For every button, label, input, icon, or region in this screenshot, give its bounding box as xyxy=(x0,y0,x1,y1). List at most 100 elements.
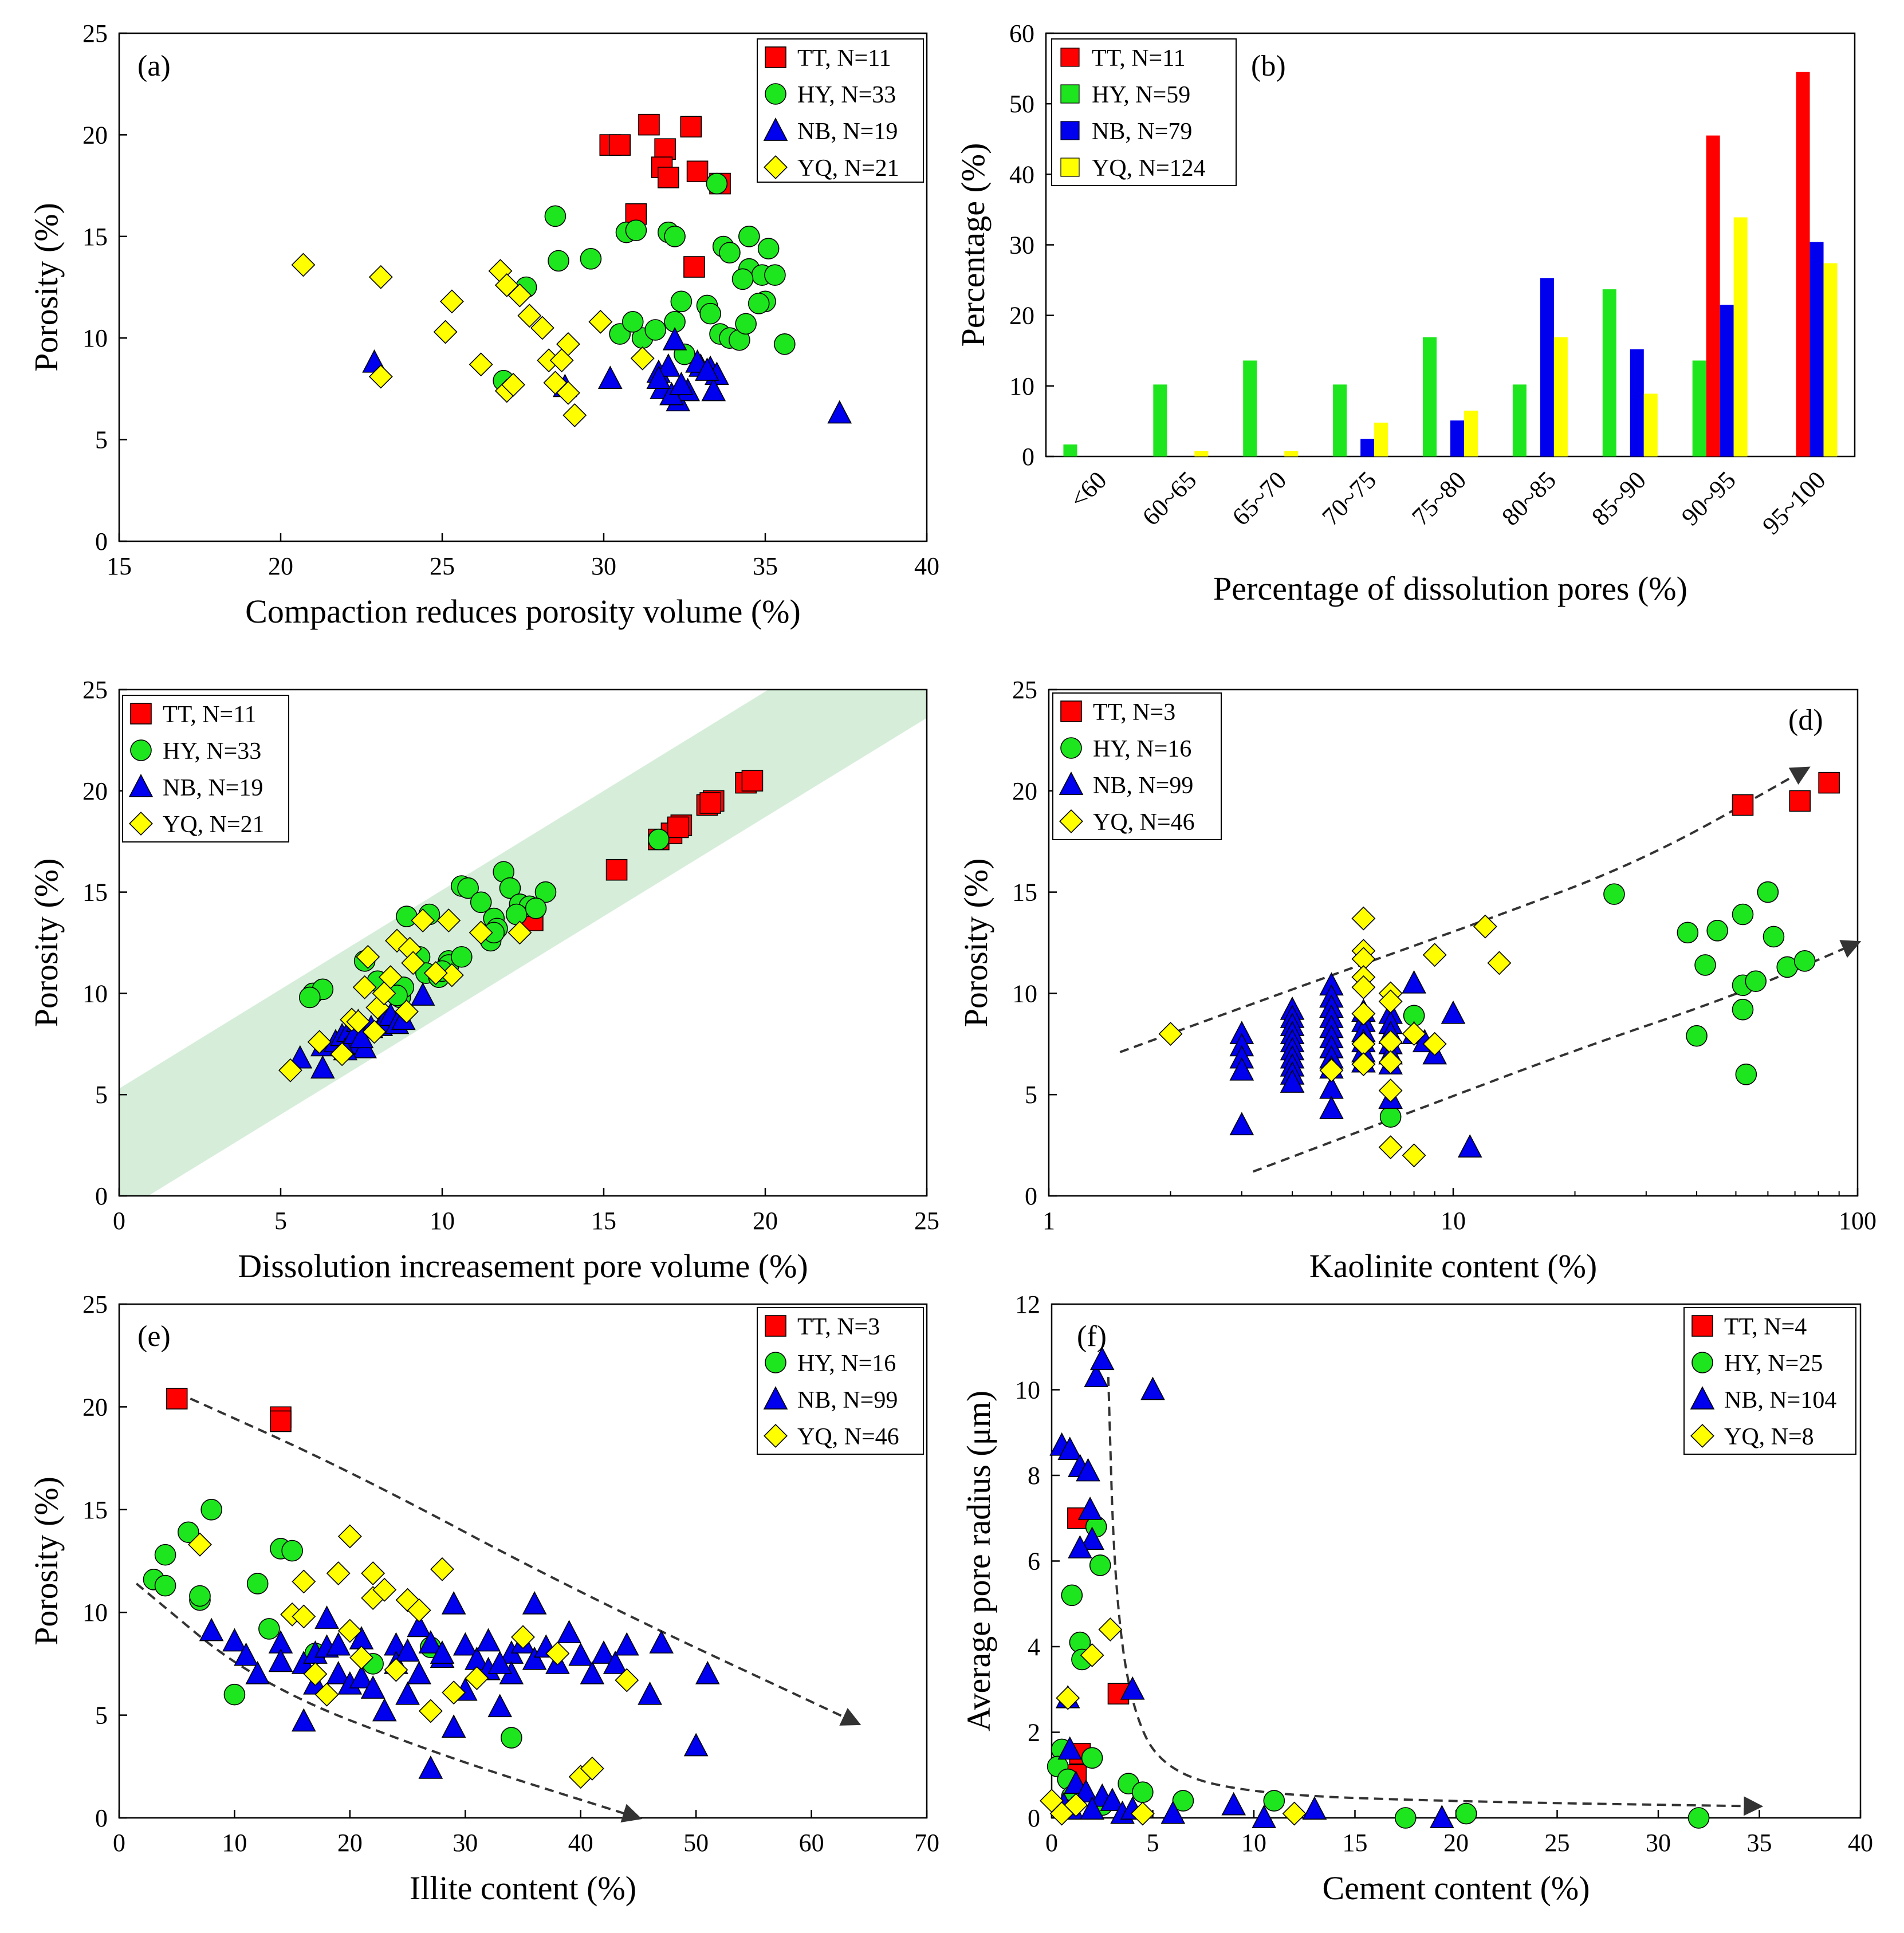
legend-label: HY, N=33 xyxy=(163,738,261,765)
data-point xyxy=(568,1642,593,1666)
bar xyxy=(1243,360,1257,456)
series-diamond xyxy=(1158,906,1512,1168)
plot-frame xyxy=(118,1303,928,1819)
chart-panel-a: 0 5 10 15 20 25 15 20 25 30 35 40 Compaction reduces… xyxy=(27,19,939,630)
x-tick-label: 0 xyxy=(113,1829,125,1857)
data-point xyxy=(441,1591,466,1615)
data-point xyxy=(1172,1790,1194,1812)
legend: TT, N=11 HY, N=59 NB, N=79 YQ, N=124 xyxy=(1051,38,1237,186)
y-axis-label: Percentage (%) xyxy=(954,143,992,347)
plot-frame xyxy=(118,688,928,1197)
data-point xyxy=(395,999,419,1024)
data-point xyxy=(1080,1643,1104,1667)
x-category-label: 60~65 xyxy=(1137,466,1202,531)
legend-label: YQ, N=8 xyxy=(1724,1424,1814,1450)
x-tick-label: 20 xyxy=(337,1829,363,1857)
data-point xyxy=(349,1645,373,1670)
y-tick-label: 15 xyxy=(82,879,108,907)
data-point xyxy=(396,906,418,927)
y-tick-label: 20 xyxy=(82,121,108,149)
y-tick-label: 20 xyxy=(1009,302,1034,330)
legend-swatch xyxy=(1060,121,1080,140)
legend-label: NB, N=19 xyxy=(797,119,898,145)
y-tick-label: 10 xyxy=(82,324,108,352)
y-tick-label: 20 xyxy=(82,1393,108,1421)
data-point xyxy=(706,172,728,195)
data-point xyxy=(609,134,631,156)
legend-label: HY, N=33 xyxy=(797,82,896,108)
series-square xyxy=(166,1388,292,1432)
data-point xyxy=(291,1708,316,1732)
data-point xyxy=(764,264,786,286)
y-tick-label: 10 xyxy=(1012,979,1037,1007)
data-point xyxy=(166,1388,188,1410)
data-point xyxy=(1221,1792,1246,1816)
series-triangle xyxy=(362,326,852,424)
data-point xyxy=(395,1638,420,1662)
series-square xyxy=(599,113,731,278)
data-point xyxy=(1049,1801,1074,1826)
data-point xyxy=(662,326,687,351)
data-point xyxy=(683,1733,709,1757)
x-tick-label: 25 xyxy=(914,1207,939,1235)
data-point xyxy=(352,975,377,999)
chart-panel-b: 0 10 20 30 40 50 60 Percentage of dissolution p… xyxy=(954,19,1856,607)
x-tick-label: 60 xyxy=(799,1829,824,1857)
data-point xyxy=(1422,943,1447,967)
trend-arrow xyxy=(135,1582,642,1823)
data-point xyxy=(1073,1779,1099,1803)
y-tick-label: 5 xyxy=(95,1702,108,1730)
y-tick-label: 12 xyxy=(1015,1290,1040,1318)
series-diamond xyxy=(1040,1617,1307,1826)
data-point xyxy=(1080,1526,1104,1550)
bar xyxy=(1809,242,1824,456)
data-point xyxy=(1161,1800,1186,1824)
data-point xyxy=(457,877,479,899)
data-point xyxy=(278,1058,302,1082)
data-point xyxy=(530,316,554,340)
series-circle xyxy=(1047,1515,1710,1829)
y-tick-label: 40 xyxy=(1009,160,1034,188)
x-tick-label: 25 xyxy=(1545,1829,1570,1857)
legend-label: HY, N=16 xyxy=(797,1351,896,1377)
x-tick-label: 10 xyxy=(1241,1829,1266,1857)
data-point xyxy=(361,1561,385,1585)
data-point xyxy=(1763,926,1785,948)
legend-label: TT, N=11 xyxy=(163,702,257,728)
data-point xyxy=(501,1727,522,1749)
x-tick-label: 15 xyxy=(107,552,132,580)
data-point xyxy=(487,1694,513,1718)
series-triangle xyxy=(1049,1347,1454,1828)
y-tick-label: 10 xyxy=(82,1599,108,1627)
data-point xyxy=(1061,1584,1083,1607)
y-axis-label: Porosity (%) xyxy=(957,859,994,1027)
data-point xyxy=(476,1628,501,1652)
data-point xyxy=(298,986,321,1009)
x-axis-label: Compaction reduces porosity volume (%) xyxy=(245,593,801,630)
data-point xyxy=(418,1699,443,1723)
data-point xyxy=(1098,1617,1123,1642)
y-tick-label: 60 xyxy=(1009,19,1034,48)
data-point xyxy=(545,1641,570,1666)
data-point xyxy=(258,1618,280,1640)
bar xyxy=(1153,384,1167,456)
data-point xyxy=(591,1640,616,1664)
data-point xyxy=(330,1042,355,1066)
series-square xyxy=(1065,1507,1130,1786)
legend: TT, N=4 HY, N=25 NB, N=104 YQ, N=8 xyxy=(1683,1307,1856,1455)
data-point xyxy=(735,313,757,335)
data-point xyxy=(670,290,693,313)
data-point xyxy=(1351,1001,1376,1026)
data-point xyxy=(372,1698,397,1722)
legend-marker xyxy=(765,83,786,105)
x-category-label: 65~70 xyxy=(1227,466,1292,531)
y-tick-label: 30 xyxy=(1009,231,1034,259)
data-point xyxy=(522,1591,547,1615)
y-tick-label: 0 xyxy=(1022,443,1034,471)
x-axis-label: Dissolution increasement pore volume (%) xyxy=(238,1247,808,1285)
series-diamond xyxy=(291,253,655,427)
y-tick-label: 0 xyxy=(95,1182,108,1210)
data-point xyxy=(580,1756,604,1781)
data-point xyxy=(314,1605,339,1629)
x-axis-label: Cement content (%) xyxy=(1322,1869,1590,1907)
